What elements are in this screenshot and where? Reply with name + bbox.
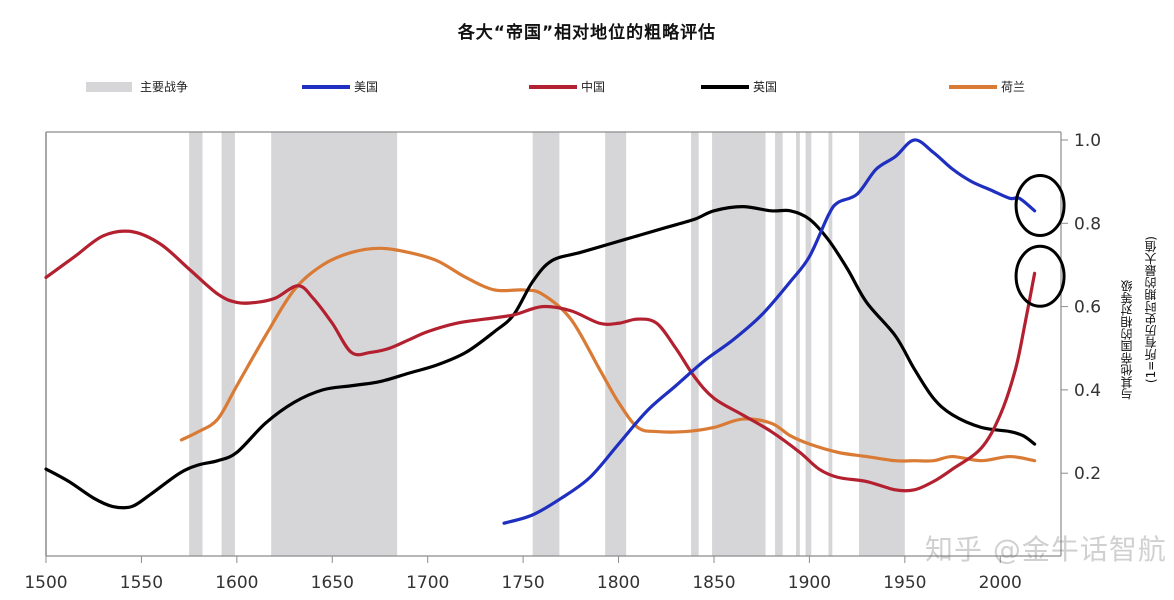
netherlands-line-swatch-icon <box>949 84 997 89</box>
x-tick-label: 1600 <box>215 573 258 593</box>
legend-label-china: 中国 <box>581 80 606 94</box>
legend-item-wars: 主要战争 <box>86 78 188 95</box>
war-period-bar <box>859 132 905 556</box>
x-tick-label: 1650 <box>311 573 354 593</box>
x-tick-label: 1750 <box>501 573 544 593</box>
watermark: 知乎 @金牛话智航 <box>925 533 1167 566</box>
y-tick-label: 0.8 <box>1074 214 1101 234</box>
chart-legend: 主要战争 美国 中国 英国 荷兰 <box>0 78 1174 98</box>
annotation-circle <box>1014 244 1066 308</box>
war-periods <box>189 132 905 556</box>
series-lines <box>44 138 1037 525</box>
y-axis-label: 与其他帝国的相对等级 (1=所有历史时期的最大值) <box>1104 210 1164 480</box>
legend-item-netherlands: 荷兰 <box>949 78 1025 95</box>
china-line-swatch-icon <box>529 84 577 89</box>
war-period-bar <box>796 132 800 556</box>
legend-item-uk: 英国 <box>701 78 777 95</box>
war-period-bar <box>532 132 560 556</box>
annotation-circle <box>1014 173 1066 237</box>
series-line-uk <box>44 205 1037 510</box>
x-axis: 1500 1550 1600 1650 1700 1750 1800 1850 1900 1950… <box>24 556 1022 593</box>
x-tick-label: 1700 <box>406 573 449 593</box>
war-period-bar <box>805 132 812 556</box>
war-period-bar <box>712 132 766 556</box>
y-axis-label-line2: (1=所有历史时期的最大值) <box>1144 236 1158 384</box>
y-axis-label-line1: 与其他帝国的相对等级 <box>1120 280 1134 400</box>
legend-label-netherlands: 荷兰 <box>1001 80 1026 94</box>
x-tick-label: 1800 <box>597 573 640 593</box>
chart-title: 各大“帝国”相对地位的粗略评估 <box>457 23 717 43</box>
series-line-china <box>44 229 1037 493</box>
legend-label-wars: 主要战争 <box>140 80 189 94</box>
war-period-bar <box>605 132 627 556</box>
x-tick-label: 1550 <box>120 573 163 593</box>
x-tick-label: 2000 <box>979 573 1022 593</box>
y-tick-label: 0.4 <box>1074 381 1101 401</box>
series-line-netherlands <box>179 246 1037 463</box>
war-period-bar <box>775 132 783 556</box>
y-tick-label: 0.2 <box>1074 464 1101 484</box>
wars-swatch-icon <box>86 81 132 92</box>
x-tick-label: 1950 <box>883 573 926 593</box>
uk-line-swatch-icon <box>701 84 749 89</box>
war-period-bar <box>221 132 235 556</box>
legend-label-uk: 英国 <box>753 80 778 94</box>
x-tick-label: 1500 <box>24 573 67 593</box>
war-period-bar <box>828 132 833 556</box>
war-period-bar <box>271 132 398 556</box>
y-axis: 0.2 0.4 0.6 0.8 1.0 <box>1061 131 1101 484</box>
legend-label-usa: 美国 <box>354 80 379 94</box>
y-tick-label: 0.6 <box>1074 298 1101 318</box>
legend-item-usa: 美国 <box>302 78 378 95</box>
legend-item-china: 中国 <box>529 78 605 95</box>
series-line-usa <box>502 138 1037 525</box>
usa-line-swatch-icon <box>302 84 350 89</box>
chart-frame <box>45 131 1062 557</box>
y-tick-label: 1.0 <box>1074 131 1101 151</box>
x-tick-label: 1900 <box>788 573 831 593</box>
war-period-bar <box>189 132 203 556</box>
x-tick-label: 1850 <box>692 573 735 593</box>
annotation-circles <box>1014 173 1066 308</box>
war-period-bar <box>691 132 699 556</box>
